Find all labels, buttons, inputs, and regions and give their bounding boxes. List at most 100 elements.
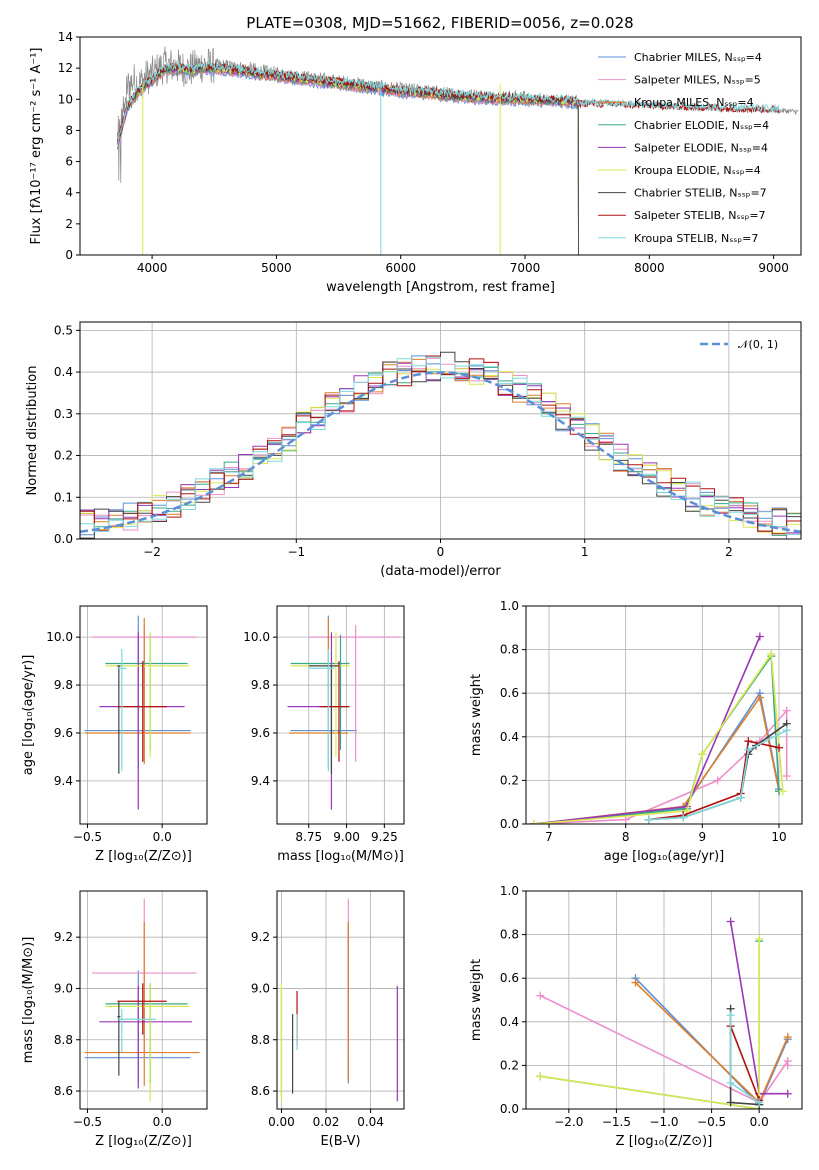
x-tick-label: −2.0 bbox=[554, 1115, 583, 1129]
y-axis-label: mass [log₁₀(M/M⊙)] bbox=[21, 937, 36, 1064]
y-tick-label: 9.8 bbox=[251, 678, 270, 692]
x-tick-label: −1.5 bbox=[602, 1115, 631, 1129]
panel-residual-hist: −2 −1 0 1 2 0.0 0.1 0.2 0.3 0.4 0.5 (data-model)/er… bbox=[25, 321, 802, 579]
normal-reference-curve bbox=[80, 371, 801, 533]
marker-kroupa-stelib bbox=[755, 1098, 764, 1107]
y-tick-label: 0.4 bbox=[500, 1015, 519, 1029]
y-tick-label: 0.5 bbox=[54, 323, 73, 337]
x-tick-label: −0.5 bbox=[73, 1115, 102, 1129]
legend-label: 𝒩(0, 1) bbox=[738, 338, 778, 351]
x-tick-label: 0.04 bbox=[357, 1115, 384, 1129]
y-tick-label: 12 bbox=[58, 61, 73, 75]
axes-frame bbox=[79, 321, 802, 540]
y-tick-label: 14 bbox=[58, 30, 73, 44]
y-tick-label: 0.0 bbox=[54, 532, 73, 546]
marker-kroupa-elodie bbox=[698, 750, 707, 759]
axes-frame bbox=[525, 890, 803, 1110]
y-tick-label: 9.6 bbox=[251, 726, 270, 740]
axes-frame bbox=[79, 36, 802, 256]
x-tick-label: 0.02 bbox=[313, 1115, 340, 1129]
x-tick-label: 0.0 bbox=[153, 830, 172, 844]
y-tick-label: 8.6 bbox=[54, 1084, 73, 1098]
marker-kroupa-elodie bbox=[529, 820, 538, 824]
x-tick-label: 9000 bbox=[758, 261, 789, 275]
y-axis-label: Normed distribution bbox=[25, 366, 40, 496]
y-tick-label: 0.6 bbox=[500, 686, 519, 700]
marker-kroupa-miles bbox=[783, 1033, 792, 1042]
x-tick-label: 2 bbox=[725, 545, 733, 559]
axes-frame bbox=[276, 890, 405, 1110]
x-axis-label: age [log₁₀(age/yr)] bbox=[604, 849, 725, 864]
x-axis-label: Z [log₁₀(Z/Z⊙)] bbox=[616, 1134, 713, 1149]
panel-z-mass: −0.5 0.0 8.6 8.8 9.0 9.2 Z [log₁₀(Z/Z⊙)] mass [… bbox=[21, 890, 208, 1149]
marker-salpeter-stelib bbox=[744, 737, 753, 746]
figure-title: PLATE=0308, MJD=51662, FIBERID=0056, z=0… bbox=[246, 14, 633, 32]
x-tick-label: 0.00 bbox=[268, 1115, 295, 1129]
panel-mass-age: 8.75 9.00 9.25 9.4 9.6 9.8 10.0 mass [log₁₀(M/M… bbox=[243, 605, 405, 864]
marker-kroupa-stelib bbox=[726, 1078, 735, 1087]
panel-z-age: −0.5 0.0 9.4 9.6 9.8 10.0 Z [log₁₀(Z/Z⊙)] age [… bbox=[21, 605, 208, 864]
x-tick-label: −2 bbox=[143, 545, 161, 559]
marker-salpeter-miles bbox=[782, 772, 791, 781]
x-tick-label: 0.0 bbox=[750, 1115, 769, 1129]
y-tick-label: 9.0 bbox=[251, 981, 270, 995]
y-tick-label: 6 bbox=[65, 155, 73, 169]
marker-kroupa-elodie bbox=[778, 787, 787, 796]
x-tick-label: 8 bbox=[622, 830, 630, 844]
x-axis-label: E(B-V) bbox=[320, 1134, 360, 1149]
y-tick-label: 9.4 bbox=[251, 774, 270, 788]
x-tick-label: 4000 bbox=[137, 261, 168, 275]
y-tick-label: 0.0 bbox=[500, 817, 519, 831]
plot-area bbox=[84, 898, 200, 1102]
marker-salpeter-elodie bbox=[755, 632, 764, 641]
y-tick-label: 0.8 bbox=[500, 928, 519, 942]
y-tick-label: 10 bbox=[58, 92, 73, 106]
y-tick-label: 9.2 bbox=[251, 930, 270, 944]
plot-area bbox=[536, 917, 792, 1109]
y-tick-label: 10.0 bbox=[243, 630, 270, 644]
marker-kroupa-elodie bbox=[767, 649, 776, 658]
series-salpeter-stelib bbox=[729, 1025, 760, 1101]
x-tick-label: 8000 bbox=[634, 261, 665, 275]
x-axis-label: Z [log₁₀(Z/Z⊙)] bbox=[95, 1134, 192, 1149]
y-axis-label: mass weight bbox=[469, 674, 484, 756]
y-tick-label: 8.8 bbox=[251, 1033, 270, 1047]
x-tick-label: 7000 bbox=[510, 261, 541, 275]
legend-label: Kroupa MILES, Nₛₛₚ=4 bbox=[634, 96, 754, 109]
plot-area bbox=[529, 632, 791, 824]
marker-salpeter-miles bbox=[782, 706, 791, 715]
axes-frame bbox=[525, 605, 803, 825]
series-chabrier-elodie bbox=[540, 941, 760, 1109]
series-kroupa-elodie bbox=[540, 939, 760, 1109]
x-tick-label: 8.75 bbox=[295, 830, 322, 844]
plot-area bbox=[287, 615, 400, 810]
marker-kroupa-stelib bbox=[736, 793, 745, 802]
x-tick-label: 9.25 bbox=[371, 830, 398, 844]
x-tick-label: −1 bbox=[287, 545, 305, 559]
x-axis-label: (data-model)/error bbox=[380, 564, 501, 579]
y-tick-label: 1.0 bbox=[500, 884, 519, 898]
y-tick-label: 0.1 bbox=[54, 490, 73, 504]
panel-age-massweight: 7 8 9 10 0.0 0.2 0.4 0.6 0.8 1.0 age [log₁₀(age/yr… bbox=[469, 599, 803, 864]
y-tick-label: 4 bbox=[65, 186, 73, 200]
x-tick-label: 7 bbox=[545, 830, 553, 844]
axes-frame bbox=[79, 605, 208, 825]
y-tick-label: 9.2 bbox=[54, 930, 73, 944]
x-tick-label: 0.0 bbox=[153, 1115, 172, 1129]
y-tick-label: 0.2 bbox=[500, 1058, 519, 1072]
series-kroupa-stelib bbox=[648, 729, 788, 821]
x-tick-label: 10 bbox=[771, 830, 786, 844]
x-tick-label: 9.00 bbox=[333, 830, 360, 844]
series-salpeter-miles bbox=[533, 708, 788, 824]
x-tick-label: 1 bbox=[581, 545, 589, 559]
marker-salpeter-miles bbox=[783, 1061, 792, 1070]
marker-salpeter-elodie bbox=[726, 917, 735, 926]
y-axis-label: mass weight bbox=[469, 959, 484, 1041]
marker-kroupa-stelib bbox=[744, 745, 753, 754]
plot-area bbox=[280, 898, 398, 1102]
y-tick-label: 8 bbox=[65, 123, 73, 137]
hist-kroupa-stelib bbox=[80, 356, 801, 539]
legend-label: Salpeter STELIB, Nₛₛₚ=7 bbox=[634, 209, 766, 222]
x-tick-label: −1.0 bbox=[649, 1115, 678, 1129]
